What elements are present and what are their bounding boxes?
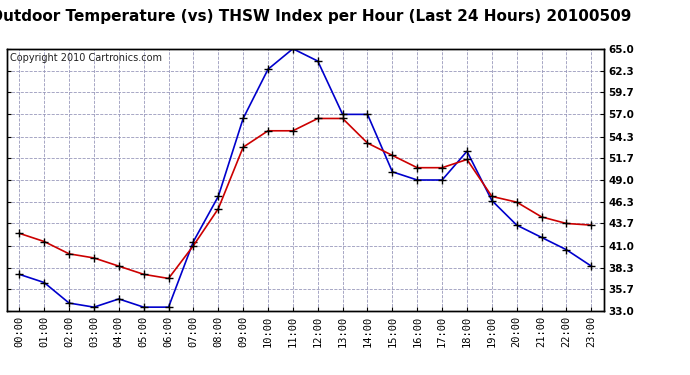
Text: Copyright 2010 Cartronics.com: Copyright 2010 Cartronics.com	[10, 53, 162, 63]
Text: Outdoor Temperature (vs) THSW Index per Hour (Last 24 Hours) 20100509: Outdoor Temperature (vs) THSW Index per …	[0, 9, 631, 24]
